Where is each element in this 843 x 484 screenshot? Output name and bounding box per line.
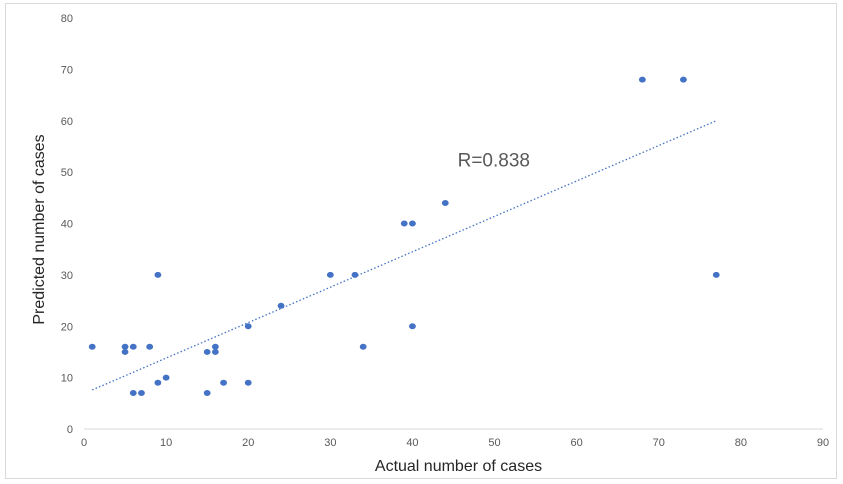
data-point [638, 76, 646, 83]
x-tick-label: 60 [571, 437, 583, 449]
data-point [203, 348, 211, 355]
y-tick-label: 30 [61, 270, 73, 282]
x-axis-ticks: 0 10 20 30 40 50 60 70 80 90 [81, 437, 829, 449]
x-tick-label: 30 [324, 437, 336, 449]
y-tick-label: 20 [61, 321, 73, 333]
y-tick-label: 40 [61, 219, 73, 231]
data-point [409, 220, 416, 227]
y-tick-label: 60 [61, 116, 73, 128]
data-point [351, 271, 359, 278]
y-tick-label: 70 [61, 64, 73, 76]
data-point [121, 348, 129, 355]
y-axis-ticks: 0 10 20 30 40 50 60 70 80 [61, 13, 73, 436]
x-tick-label: 20 [242, 437, 254, 449]
data-point [409, 323, 416, 330]
r-value-annotation: R=0.838 [458, 150, 530, 171]
x-tick-label: 0 [81, 437, 87, 449]
data-point [244, 323, 252, 330]
data-point [326, 271, 334, 278]
data-point [220, 379, 227, 386]
data-point [162, 374, 170, 381]
data-point [203, 390, 211, 397]
data-point [712, 271, 720, 278]
x-tick-label: 80 [735, 437, 747, 449]
trendline [91, 120, 717, 391]
data-point [680, 76, 687, 83]
data-point [129, 390, 137, 397]
data-point [146, 343, 154, 350]
x-tick-label: 40 [406, 437, 418, 449]
chart-frame: 0 10 20 30 40 50 60 70 80 0 10 20 30 40 50 60 70 80 90 R=… [5, 3, 837, 479]
data-point [88, 343, 96, 350]
y-tick-label: 0 [67, 424, 73, 436]
data-point [211, 343, 219, 350]
x-tick-label: 70 [653, 437, 665, 449]
y-axis-label: Predicted number of cases [31, 134, 48, 324]
data-point [121, 343, 129, 350]
x-tick-label: 90 [817, 437, 829, 449]
x-axis-label: Actual number of cases [375, 458, 542, 475]
y-tick-label: 80 [61, 13, 73, 25]
data-point [400, 220, 408, 227]
x-tick-label: 50 [488, 437, 500, 449]
data-point [211, 348, 219, 355]
x-tick-label: 10 [160, 437, 172, 449]
data-point [138, 390, 145, 397]
data-point [277, 302, 285, 309]
data-point [359, 343, 367, 350]
data-point [244, 379, 252, 386]
data-points [88, 76, 720, 397]
y-tick-label: 50 [61, 167, 73, 179]
data-point [129, 343, 137, 350]
y-tick-label: 10 [61, 373, 73, 385]
scatter-chart: 0 10 20 30 40 50 60 70 80 0 10 20 30 40 50 60 70 80 90 R=… [31, 13, 829, 475]
data-point [154, 271, 162, 278]
data-point [441, 199, 449, 206]
data-point [154, 379, 162, 386]
